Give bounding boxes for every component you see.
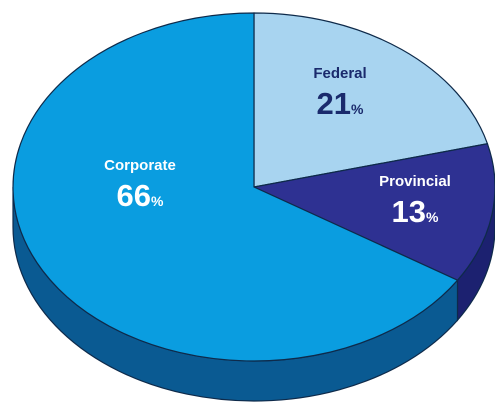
slice-label: Corporate xyxy=(104,157,176,174)
pie-slice xyxy=(12,12,459,362)
pie-slice xyxy=(253,12,489,188)
value-number: 21 xyxy=(317,86,351,121)
slice-label: Provincial xyxy=(379,173,451,190)
slice-label: Federal xyxy=(313,65,366,82)
value-label: 66% xyxy=(117,178,164,213)
value-number: 66 xyxy=(117,178,151,213)
value-label: 13% xyxy=(392,194,439,229)
value-unit: % xyxy=(426,209,439,225)
value-label: 21% xyxy=(317,86,364,121)
value-unit: % xyxy=(351,101,364,117)
pie-slice xyxy=(252,143,495,281)
value-number: 13 xyxy=(392,194,426,229)
value-unit: % xyxy=(151,193,164,209)
